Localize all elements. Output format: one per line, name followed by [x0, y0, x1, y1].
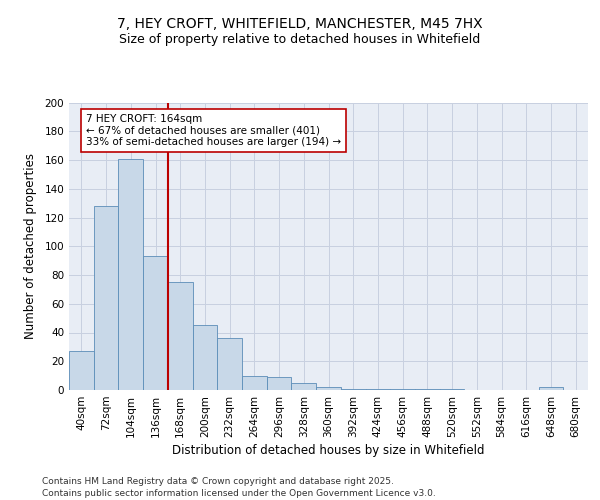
X-axis label: Distribution of detached houses by size in Whitefield: Distribution of detached houses by size …: [172, 444, 485, 457]
Bar: [143, 256, 168, 390]
Bar: [440, 388, 464, 390]
Bar: [267, 377, 292, 390]
Bar: [118, 158, 143, 390]
Bar: [365, 388, 390, 390]
Text: Contains HM Land Registry data © Crown copyright and database right 2025.
Contai: Contains HM Land Registry data © Crown c…: [42, 476, 436, 498]
Bar: [292, 383, 316, 390]
Bar: [242, 376, 267, 390]
Text: 7, HEY CROFT, WHITEFIELD, MANCHESTER, M45 7HX: 7, HEY CROFT, WHITEFIELD, MANCHESTER, M4…: [117, 18, 483, 32]
Bar: [193, 326, 217, 390]
Bar: [168, 282, 193, 390]
Bar: [217, 338, 242, 390]
Bar: [316, 387, 341, 390]
Bar: [69, 351, 94, 390]
Y-axis label: Number of detached properties: Number of detached properties: [25, 153, 37, 340]
Text: Size of property relative to detached houses in Whitefield: Size of property relative to detached ho…: [119, 32, 481, 46]
Bar: [390, 388, 415, 390]
Bar: [539, 387, 563, 390]
Text: 7 HEY CROFT: 164sqm
← 67% of detached houses are smaller (401)
33% of semi-detac: 7 HEY CROFT: 164sqm ← 67% of detached ho…: [86, 114, 341, 147]
Bar: [341, 388, 365, 390]
Bar: [94, 206, 118, 390]
Bar: [415, 388, 440, 390]
